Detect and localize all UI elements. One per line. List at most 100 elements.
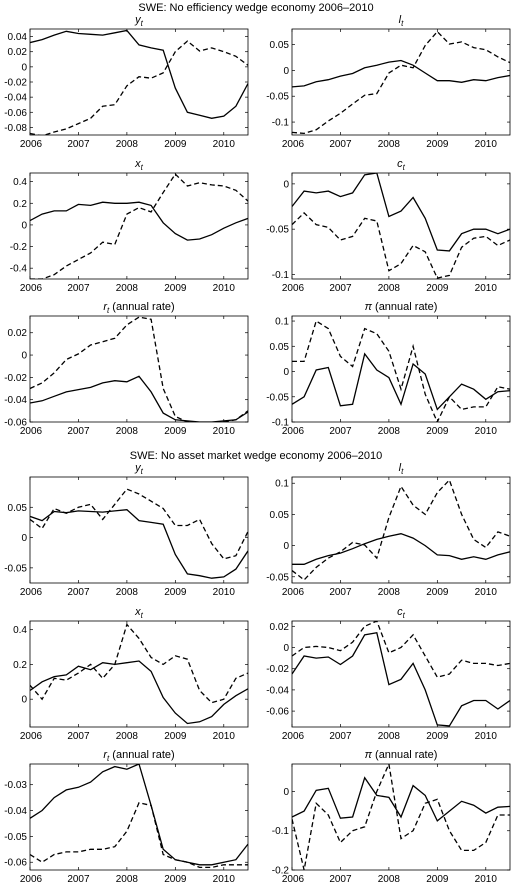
- chart-10-xtick-label-0: 2006: [282, 731, 305, 742]
- chart-10-xtick-label-2: 2008: [378, 731, 401, 742]
- chart-11-xtick-label-3: 2009: [164, 874, 187, 885]
- chart-7-title: yt: [134, 462, 144, 476]
- chart-1-ytick-label-3: -0.02: [4, 78, 27, 89]
- section-title-efficiency: SWE: No efficiency wedge economy 2006–20…: [138, 2, 374, 14]
- chart-1-ytick-label-1: -0.06: [4, 108, 27, 119]
- chart-5-ytick-label-2: -0.02: [4, 373, 27, 384]
- chart-3-frame: [29, 172, 249, 280]
- chart-5-xtick-label-1: 2007: [67, 426, 90, 437]
- chart-7-ytick-label-2: 0.05: [8, 503, 28, 514]
- chart-8-series-dashed: [292, 478, 510, 581]
- chart-1-xtick-label-2: 2008: [116, 139, 139, 150]
- chart-2-ytick-label-3: 0.05: [270, 40, 290, 51]
- chart-12-ytick-label-1: -0.1: [272, 826, 290, 837]
- chart-5-xtick-label-2: 2008: [116, 426, 139, 437]
- chart-1-series-solid: [30, 29, 248, 119]
- chart-12-xtick-label-1: 2007: [329, 874, 352, 885]
- chart-10-title: ct: [397, 606, 406, 620]
- chart-12-xtick-label-4: 2010: [475, 874, 498, 885]
- chart-10-ytick-label-1: -0.04: [266, 685, 289, 696]
- chart-6-xtick-label-0: 2006: [282, 426, 305, 437]
- chart-12-xtick-label-2: 2008: [378, 874, 401, 885]
- chart-4-series-solid: [292, 173, 510, 252]
- chart-5-series-solid: [30, 375, 248, 422]
- chart-5-series-dashed: [30, 316, 248, 422]
- chart-10-series-solid: [292, 631, 510, 727]
- chart-5-ytick-label-3: 0: [21, 351, 27, 362]
- chart-11-xtick-label-0: 2006: [20, 874, 43, 885]
- chart-3-ytick-label-3: 0.2: [13, 199, 27, 210]
- chart-8-title: lt: [399, 462, 404, 476]
- chart-7-frame: [29, 476, 249, 584]
- chart-10-xtick-label-1: 2007: [329, 731, 352, 742]
- chart-7-xtick-label-1: 2007: [67, 587, 90, 598]
- chart-8-xtick-label-3: 2009: [426, 587, 449, 598]
- chart-5-xtick-label-0: 2006: [20, 426, 43, 437]
- chart-4-xtick-label-1: 2007: [329, 283, 352, 294]
- chart-3-xtick-label-0: 2006: [20, 283, 43, 294]
- chart-8-xtick-label-1: 2007: [329, 587, 352, 598]
- chart-1-ytick-label-6: 0.04: [8, 32, 28, 43]
- chart-7-xtick-label-2: 2008: [116, 587, 139, 598]
- chart-8-xtick-label-2: 2008: [378, 587, 401, 598]
- chart-6-xtick-label-1: 2007: [329, 426, 352, 437]
- chart-6-xtick-label-3: 2009: [426, 426, 449, 437]
- chart-8-xtick-label-0: 2006: [282, 587, 305, 598]
- chart-7-series-dashed: [30, 488, 248, 560]
- chart-2-ytick-label-2: 0: [283, 66, 289, 77]
- chart-6-title: π (annual rate): [365, 301, 438, 313]
- chart-9-xtick-label-4: 2010: [213, 731, 236, 742]
- chart-3-xtick-label-1: 2007: [67, 283, 90, 294]
- chart-5-title: rt (annual rate): [103, 301, 174, 315]
- chart-10-ytick-label-2: -0.02: [266, 664, 289, 675]
- chart-2-xtick-label-3: 2009: [426, 139, 449, 150]
- chart-3-title: xt: [134, 158, 144, 172]
- chart-1-xtick-label-1: 2007: [67, 139, 90, 150]
- chart-8-ytick-label-3: 0.1: [275, 479, 289, 490]
- chart-7-series-solid: [30, 509, 248, 579]
- chart-3-series-solid: [30, 201, 248, 241]
- chart-2-title: lt: [399, 14, 404, 28]
- chart-10-ytick-label-3: 0: [283, 643, 289, 654]
- chart-6-series-dashed: [292, 319, 510, 422]
- chart-5-frame: [29, 315, 249, 423]
- chart-9-ytick-label-0: 0: [21, 695, 27, 706]
- chart-9-xtick-label-3: 2009: [164, 731, 187, 742]
- chart-3-ytick-label-4: 0.4: [13, 177, 27, 188]
- chart-10-ytick-label-4: 0.02: [270, 622, 290, 633]
- chart-7-ytick-label-0: -0.05: [4, 563, 27, 574]
- chart-4-xtick-label-0: 2006: [282, 283, 305, 294]
- chart-1-xtick-label-3: 2009: [164, 139, 187, 150]
- chart-12-title: π (annual rate): [365, 749, 438, 761]
- chart-8-xtick-label-4: 2010: [475, 587, 498, 598]
- chart-7-xtick-label-0: 2006: [20, 587, 43, 598]
- chart-1-title: yt: [134, 14, 144, 28]
- chart-6-ytick-label-3: 0.05: [270, 342, 290, 353]
- chart-1-ytick-label-2: -0.04: [4, 93, 27, 104]
- chart-12-xtick-label-0: 2006: [282, 874, 305, 885]
- chart-3-ytick-label-0: -0.4: [10, 264, 28, 275]
- chart-6-ytick-label-2: 0: [283, 367, 289, 378]
- chart-10-ytick-label-0: -0.06: [266, 707, 289, 718]
- chart-3-series-dashed: [30, 173, 248, 279]
- chart-11-title: rt (annual rate): [103, 749, 174, 763]
- chart-4-frame: [291, 172, 511, 280]
- chart-12-ytick-label-2: 0: [283, 787, 289, 798]
- chart-12-ytick-label-0: -0.2: [272, 866, 290, 877]
- chart-8-ytick-label-0: -0.05: [266, 572, 289, 583]
- chart-2-xtick-label-0: 2006: [282, 139, 305, 150]
- chart-2-xtick-label-4: 2010: [475, 139, 498, 150]
- chart-11-ytick-label-2: -0.04: [4, 806, 27, 817]
- chart-9-xtick-label-2: 2008: [116, 731, 139, 742]
- chart-6-xtick-label-4: 2010: [475, 426, 498, 437]
- chart-3-xtick-label-3: 2009: [164, 283, 187, 294]
- chart-8-ytick-label-2: 0.05: [270, 510, 290, 521]
- chart-4-ytick-label-2: 0: [283, 179, 289, 190]
- chart-12-xtick-label-3: 2009: [426, 874, 449, 885]
- chart-9-series-dashed: [30, 623, 248, 704]
- chart-11-xtick-label-1: 2007: [67, 874, 90, 885]
- chart-11-xtick-label-4: 2010: [213, 874, 236, 885]
- chart-9-ytick-label-1: 0.2: [13, 660, 27, 671]
- chart-2-xtick-label-1: 2007: [329, 139, 352, 150]
